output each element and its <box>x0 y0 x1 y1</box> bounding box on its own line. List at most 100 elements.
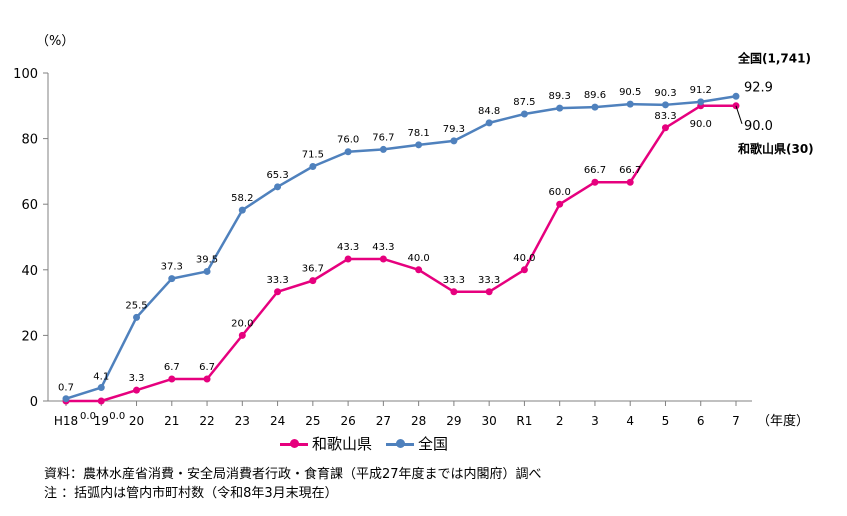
end-value-national: 92.9 <box>744 80 773 95</box>
x-tick-label: 3 <box>591 414 599 428</box>
data-point-national <box>309 162 317 170</box>
data-point-wakayama <box>485 288 493 296</box>
series-group <box>62 92 740 405</box>
legend-swatch-wakayama <box>280 438 308 449</box>
data-point-national <box>133 313 141 321</box>
data-label-national: 58.2 <box>231 193 253 204</box>
data-point-wakayama <box>168 375 176 383</box>
data-label-national: 84.8 <box>478 106 500 117</box>
data-point-wakayama <box>274 288 282 296</box>
data-point-wakayama <box>133 386 141 394</box>
data-label-wakayama: 36.7 <box>302 264 324 275</box>
data-label-wakayama: 43.3 <box>337 242 359 253</box>
data-label-wakayama: 20.0 <box>231 318 253 329</box>
data-label-national: 4.1 <box>93 372 109 383</box>
data-point-national <box>697 98 705 106</box>
data-label-national: 89.6 <box>584 90 606 101</box>
data-point-wakayama <box>520 266 528 274</box>
data-label-wakayama: 0.0 <box>80 411 96 422</box>
data-label-national: 90.3 <box>654 88 676 99</box>
x-tick-label: 19 <box>94 414 109 428</box>
data-label-wakayama: 43.3 <box>372 242 394 253</box>
data-labels: 0.0 0.0 3.3 6.7 6.7 20.0 33.3 36.7 43.3 43.3 40.0 3… <box>58 85 712 422</box>
data-label-national: 87.5 <box>513 97 535 108</box>
data-label-wakayama: 33.3 <box>478 275 500 286</box>
legend: 和歌山県 全国 <box>280 433 448 454</box>
notes: 資料：農林水産省消費・安全局消費者行政・食育課（平成27年度までは内閣府）調べ … <box>44 465 542 503</box>
data-point-wakayama <box>309 277 317 285</box>
data-point-wakayama <box>450 288 458 296</box>
data-label-wakayama: 0.0 <box>109 411 125 422</box>
legend-item-wakayama: 和歌山県 <box>280 433 372 454</box>
data-point-national <box>344 148 352 156</box>
x-tick-label: 22 <box>199 414 214 428</box>
data-point-wakayama <box>415 266 423 274</box>
x-tick-label: 29 <box>446 414 461 428</box>
data-point-national <box>274 183 282 191</box>
data-label-national: 37.3 <box>161 262 183 273</box>
x-tick-label: 25 <box>305 414 320 428</box>
data-point-national <box>97 384 105 392</box>
x-tick-label: 26 <box>340 414 355 428</box>
data-point-national <box>415 141 423 149</box>
x-tick-label: 4 <box>626 414 634 428</box>
y-tick-label: 0 <box>30 395 38 410</box>
data-label-wakayama: 33.3 <box>443 275 465 286</box>
series-line-national <box>65 95 737 400</box>
x-tick-label: 30 <box>482 414 497 428</box>
y-tick-label: 40 <box>21 264 38 279</box>
data-label-national: 90.5 <box>619 87 641 98</box>
data-point-national <box>661 101 669 109</box>
data-label-wakayama: 60.0 <box>549 187 571 198</box>
end-leader-wakayama <box>735 105 743 124</box>
data-point-national <box>379 145 387 153</box>
data-label-wakayama: 6.7 <box>199 362 215 373</box>
data-point-national <box>626 100 634 108</box>
legend-item-national: 全国 <box>386 433 448 454</box>
data-point-national <box>450 137 458 145</box>
x-tick-label: 6 <box>697 414 705 428</box>
data-point-national <box>62 395 70 403</box>
data-label-national: 79.3 <box>443 124 465 135</box>
legend-swatch-national <box>386 438 415 449</box>
data-label-wakayama: 40.0 <box>513 253 535 264</box>
data-point-wakayama <box>661 124 669 132</box>
data-point-wakayama <box>379 255 387 263</box>
data-point-national <box>238 206 246 214</box>
x-tick-label: 7 <box>732 414 740 428</box>
x-tick-label: 27 <box>376 414 391 428</box>
data-point-national <box>591 103 599 111</box>
x-unit-label: （年度） <box>757 413 809 429</box>
legend-label-wakayama: 和歌山県 <box>312 435 373 453</box>
data-point-wakayama <box>238 331 246 339</box>
data-point-national <box>485 119 493 127</box>
data-label-wakayama: 66.7 <box>619 165 641 176</box>
data-label-wakayama: 83.3 <box>654 111 676 122</box>
source-note: 資料：農林水産省消費・安全局消費者行政・食育課（平成27年度までは内閣府）調べ <box>44 467 542 482</box>
x-tick-label: 28 <box>411 414 426 428</box>
x-tick-label: 2 <box>556 414 564 428</box>
data-label-national: 65.3 <box>266 170 288 181</box>
end-labels: 90.0 和歌山県(30) 92.9 全国(1,741) <box>735 50 814 156</box>
data-label-national: 0.7 <box>58 383 74 394</box>
y-tick-label: 60 <box>21 198 38 213</box>
data-label-wakayama: 90.0 <box>690 119 712 130</box>
data-point-wakayama <box>203 375 211 383</box>
x-tick-label: 23 <box>235 414 250 428</box>
data-label-national: 25.5 <box>125 300 147 311</box>
data-point-national <box>556 104 564 112</box>
y-unit-label: （%） <box>36 34 74 49</box>
data-label-national: 39.5 <box>196 254 218 265</box>
data-label-national: 76.7 <box>372 132 394 143</box>
x-tick-label: 24 <box>270 414 285 428</box>
data-point-national <box>203 267 211 275</box>
data-label-wakayama: 6.7 <box>164 362 180 373</box>
data-label-wakayama: 66.7 <box>584 165 606 176</box>
x-tick-label: 20 <box>129 414 144 428</box>
data-label-wakayama: 40.0 <box>407 253 429 264</box>
x-tick-label: 21 <box>164 414 179 428</box>
data-label-national: 71.5 <box>302 149 324 160</box>
data-point-national <box>168 275 176 283</box>
